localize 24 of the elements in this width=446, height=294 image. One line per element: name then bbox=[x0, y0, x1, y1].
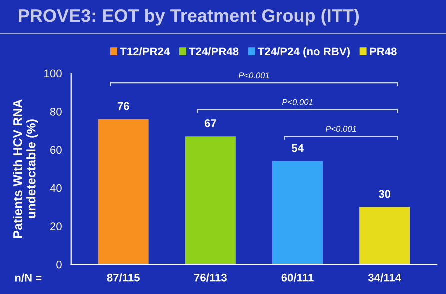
x-tick-label: 34/114 bbox=[368, 274, 402, 282]
text: n/N = bbox=[15, 274, 42, 282]
legend-label: T24/PR48 bbox=[189, 47, 239, 56]
y-axis-title: Patients With HCV RNA undetectable (%) bbox=[13, 100, 38, 238]
annotation: P<0.001 bbox=[282, 99, 313, 106]
legend-label: T24/P24 (no RBV) bbox=[258, 47, 350, 58]
y-tick-label: 0 bbox=[56, 260, 62, 269]
annotation: P<0.001 bbox=[238, 72, 270, 79]
x-tick-label: 87/115 bbox=[107, 274, 140, 282]
y-tick-label: 100 bbox=[44, 70, 62, 78]
chart-title: PROVE3: EOT by Treatment Group (ITT) bbox=[19, 8, 360, 26]
x-tick-label: 76/113 bbox=[194, 274, 227, 282]
y-tick-label: 60 bbox=[50, 146, 62, 154]
y-tick-label: 20 bbox=[50, 222, 62, 231]
annotation: P<0.001 bbox=[326, 126, 356, 132]
data-label: 54 bbox=[292, 144, 304, 152]
data-label: 30 bbox=[378, 190, 391, 198]
x-tick-label: 60/111 bbox=[282, 274, 314, 282]
y-tick-label: 80 bbox=[50, 108, 62, 116]
y-tick-label: 40 bbox=[50, 184, 62, 192]
legend-label: PR48 bbox=[370, 48, 397, 56]
data-label: 67 bbox=[204, 120, 216, 128]
legend-label: T12/PR24 bbox=[120, 47, 170, 56]
data-label: 76 bbox=[118, 102, 130, 110]
